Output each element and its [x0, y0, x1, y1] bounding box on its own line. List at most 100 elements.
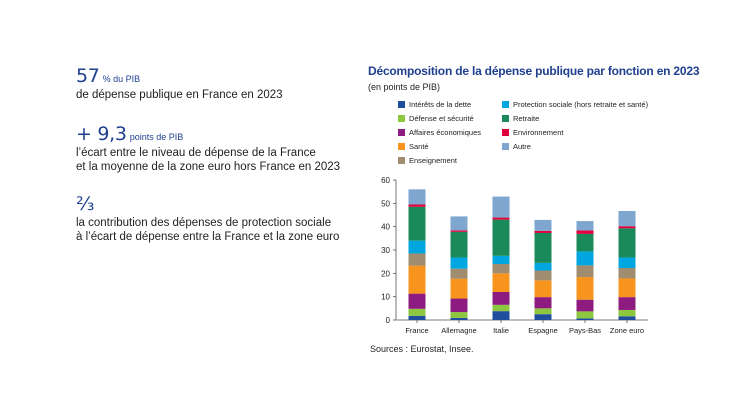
legend-swatch [502, 129, 509, 136]
x-tick-label: Pays-Bas [569, 326, 601, 335]
bar-segment [408, 265, 426, 294]
chart-title: Décomposition de la dépense publique par… [368, 64, 700, 78]
legend-swatch [398, 129, 405, 136]
x-tick-label: Italie [493, 326, 509, 335]
x-tick-label: Espagne [528, 326, 558, 335]
bar-segment [408, 206, 426, 241]
bar-segment [576, 230, 594, 234]
bar-segment [408, 315, 426, 320]
y-tick-label: 10 [381, 293, 390, 302]
y-tick-label: 30 [381, 246, 390, 255]
bar-segment [618, 309, 636, 317]
legend-item: Santé [398, 142, 429, 151]
bar-segment [618, 278, 636, 298]
bar-segment [492, 217, 510, 220]
legend-item: Enseignement [398, 156, 457, 165]
bar-segment [450, 216, 468, 231]
stat-block-spending: 57% du PIB de dépense publique en France… [76, 66, 283, 102]
bar-segment [618, 267, 636, 279]
legend-swatch [502, 101, 509, 108]
legend-item: Protection sociale (hors retraite et san… [502, 100, 648, 109]
legend-label: Affaires économiques [409, 128, 481, 137]
bar-segment [450, 257, 468, 269]
source-note: Sources : Eurostat, Insee. [370, 344, 474, 354]
chart-subtitle: (en points de PIB) [368, 82, 441, 92]
stacked-bar-chart: 0 10 20 30 40 50 60 France Allemagne Italie Espagn… [381, 176, 648, 335]
legend-label: Autre [513, 142, 531, 151]
bar-segment [408, 293, 426, 309]
bar-segment [576, 311, 594, 319]
x-tick-label: France [405, 326, 428, 335]
legend-swatch [398, 101, 405, 108]
y-tick-label: 40 [381, 223, 390, 232]
bar-segment [534, 262, 552, 271]
legend-label: Retraite [513, 114, 540, 123]
bar-segment [534, 230, 552, 233]
bar-segment [576, 265, 594, 278]
bar-segment [492, 311, 510, 320]
bar-segment [408, 240, 426, 254]
legend-swatch [398, 143, 405, 150]
bar-segment [576, 277, 594, 300]
legend-label: Défense et sécurité [409, 114, 474, 123]
y-tick-label: 20 [381, 269, 390, 278]
legend-item: Intérêts de la dette [398, 100, 471, 109]
legend-item: Retraite [502, 114, 539, 123]
legend-swatch [502, 115, 509, 122]
y-tick-label: 60 [381, 176, 390, 185]
bar-segment [576, 221, 594, 231]
legend-swatch [502, 143, 509, 150]
bar-segment [492, 264, 510, 274]
legend-item: Affaires économiques [398, 128, 481, 137]
bar-segment [576, 318, 594, 320]
legend-label: Environnement [513, 128, 564, 137]
bar-segment [408, 253, 426, 266]
bar-segment [408, 308, 426, 316]
legend-item: Autre [502, 142, 531, 151]
bar-segment [618, 226, 636, 229]
legend-item: Environnement [502, 128, 563, 137]
bar-segment [576, 299, 594, 312]
legend-label: Enseignement [409, 156, 457, 165]
bar-segment [618, 228, 636, 258]
bar-segment [492, 196, 510, 218]
bar-segment [618, 316, 636, 320]
stat-value: + 9,3 [76, 123, 127, 145]
bar-segment [408, 204, 426, 207]
stat-description: de dépense publique en France en 2023 [76, 89, 283, 101]
bar-segment [618, 297, 636, 310]
bar-segment [534, 314, 552, 320]
x-tick-label: Zone euro [610, 326, 644, 335]
bar-segment [450, 231, 468, 258]
stat-value: ⅔ [76, 193, 95, 215]
bar-segment [450, 268, 468, 279]
bar-segment [618, 211, 636, 227]
bar-segment [534, 280, 552, 298]
legend-swatch [398, 157, 405, 164]
y-tick-label: 0 [386, 316, 391, 325]
bar-segment [408, 189, 426, 205]
bar-segment [534, 270, 552, 281]
bar-segment [492, 292, 510, 305]
stat-block-gap: + 9,3 points de PIB l’écart entre le nive… [76, 124, 340, 174]
bar-segment [450, 312, 468, 318]
bar-segment [450, 230, 468, 232]
bar-segment [492, 219, 510, 256]
bar-segment [534, 232, 552, 263]
stat-value: 57 [76, 65, 100, 87]
bar-segment [492, 255, 510, 264]
x-tick-label: Allemagne [441, 326, 476, 335]
bar-segment [576, 251, 594, 266]
legend-label: Santé [409, 142, 429, 151]
stat-unit: % du PIB [102, 74, 141, 84]
y-tick-label: 50 [381, 199, 390, 208]
legend-swatch [398, 115, 405, 122]
bar-segment [492, 273, 510, 292]
legend-label: Intérêts de la dette [409, 100, 472, 109]
bar-segment [576, 233, 594, 252]
stat-block-contribution: ⅔ la contribution des dépenses de protec… [76, 194, 339, 244]
stat-description: la contribution des dépenses de protecti… [76, 217, 340, 243]
stat-description: l’écart entre le niveau de dépense de la… [76, 147, 341, 173]
bar-segment [534, 219, 552, 231]
legend-item: Défense et sécurité [398, 114, 474, 123]
